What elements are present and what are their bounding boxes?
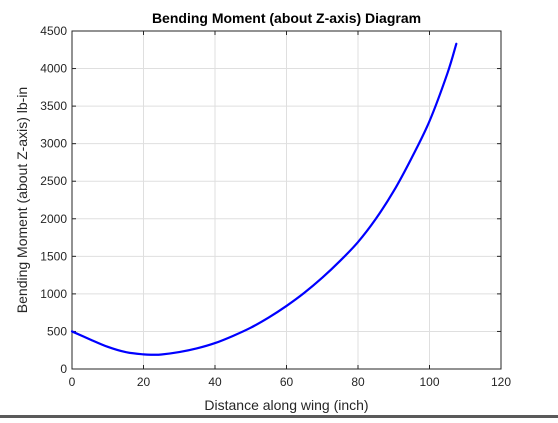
x-tick-label: 40	[208, 375, 222, 389]
y-tick-label: 2000	[40, 212, 67, 226]
tick-labels: 0 20 40 60 80 100 120 0 500 1000 1500 2000 2500 3000 3…	[40, 24, 511, 389]
x-tick-label: 80	[351, 375, 365, 389]
y-tick-label: 1500	[40, 249, 67, 263]
x-tick-label: 120	[491, 375, 511, 389]
y-axis-label: Bending Moment (about Z-axis) lb-in	[14, 87, 30, 313]
y-tick-label: 4000	[40, 62, 67, 76]
series-layer	[70, 42, 458, 356]
y-tick-label: 4500	[40, 24, 67, 38]
x-tick-label: 60	[280, 375, 294, 389]
chart-title: Bending Moment (about Z-axis) Diagram	[152, 10, 421, 26]
x-tick-label: 20	[137, 375, 151, 389]
x-tick-label: 0	[69, 375, 76, 389]
grid-lines	[71, 30, 502, 370]
x-axis-label: Distance along wing (inch)	[204, 397, 368, 413]
x-tick-label: 100	[419, 375, 439, 389]
y-tick-label: 3000	[40, 137, 67, 151]
window-bottom-border	[0, 415, 558, 418]
y-tick-label: 1000	[40, 287, 67, 301]
y-tick-label: 0	[60, 362, 67, 376]
y-tick-label: 3500	[40, 99, 67, 113]
tick-marks	[71, 30, 502, 370]
y-tick-label: 500	[47, 324, 67, 338]
series-line	[70, 42, 458, 356]
y-tick-label: 2500	[40, 174, 67, 188]
